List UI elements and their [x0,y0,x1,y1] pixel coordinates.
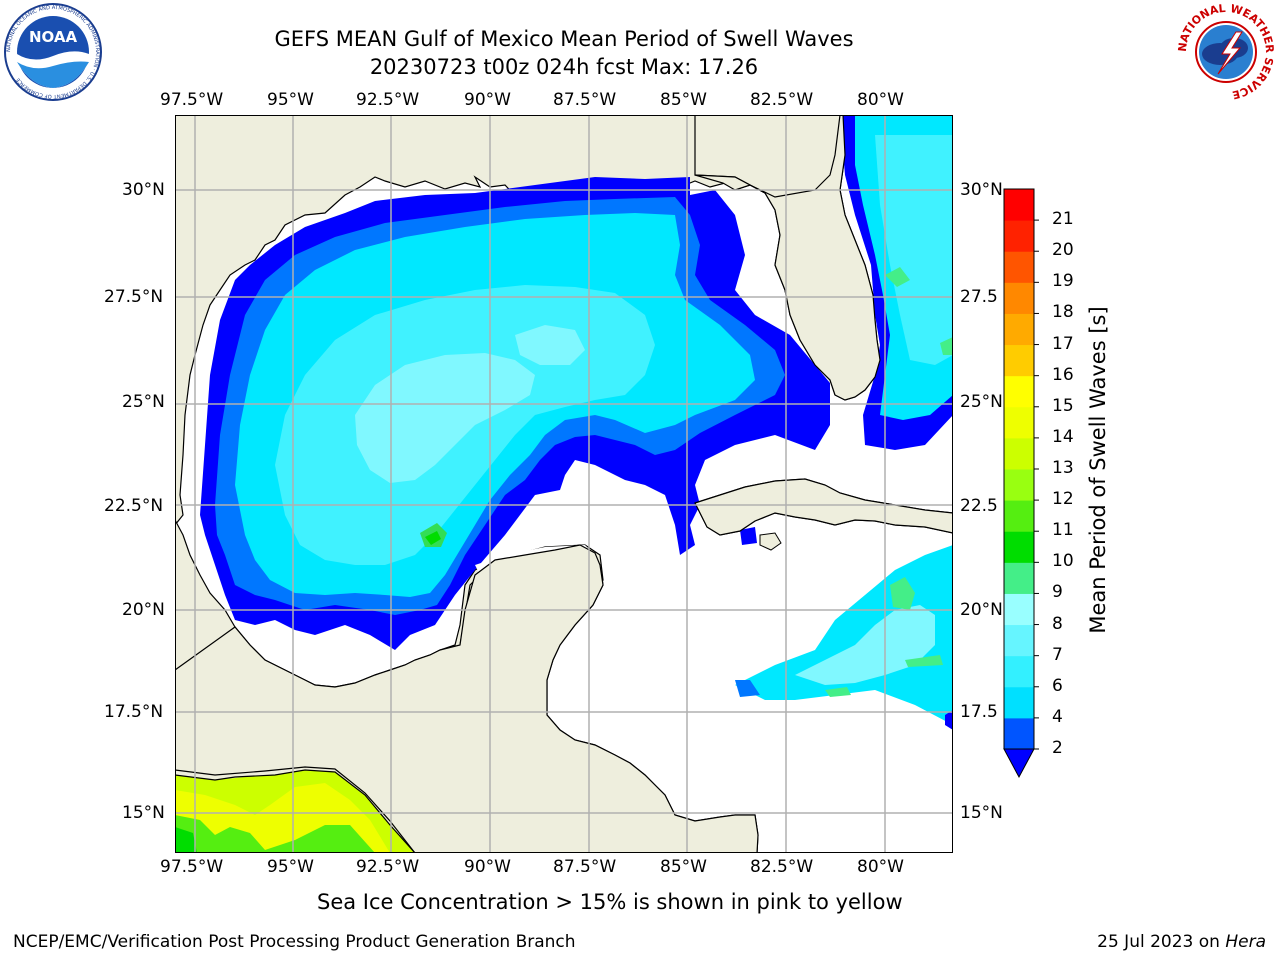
colorbar-tick-label: 8 [1052,613,1063,634]
footer-org: NCEP/EMC/Verification Post Processing Pr… [13,932,576,952]
colorbar-bin [1004,717,1034,750]
colorbar-bin [1004,562,1034,594]
lon-label-bottom: 97.5°W [160,857,224,877]
colorbar-label: Mean Period of Swell Waves [s] [1086,306,1110,634]
lon-label-bottom: 87.5°W [553,857,617,877]
lat-label-right: 27.5 [960,287,998,307]
lat-label-right: 20°N [960,600,1003,620]
noaa-wordmark: NOAA [29,28,78,46]
swell-period-field [175,115,953,853]
lon-label-bottom: 95°W [267,857,314,877]
colorbar-bin [1004,469,1034,501]
lat-label-left: 15°N [122,803,165,823]
lon-label-top: 92.5°W [356,90,420,110]
chart-subtitle: 20230723 t00z 024h fcst Max: 17.26 [369,55,759,79]
colorbar-bin [1004,251,1034,283]
colorbar-bin [1004,313,1034,346]
colorbar-tick-label: 12 [1052,489,1074,510]
colorbar-tick-label: 9 [1052,582,1063,603]
colorbar-tick-label: 21 [1052,209,1074,230]
colorbar-tick-label: 2 [1052,738,1063,758]
colorbar-tick-label: 20 [1052,240,1074,261]
colorbar-bin [1004,344,1034,377]
graticule [175,115,953,853]
colorbar-tick-label: 17 [1052,333,1074,354]
lat-label-left: 30°N [122,180,165,200]
lat-label-left: 25°N [122,392,165,412]
colorbar-tick-label: 6 [1052,675,1063,696]
noaa-logo: NOAA NATIONAL OCEANIC AND ATMOSPHERIC AD… [4,3,102,101]
lat-label-right: 17.5 [960,702,998,722]
lat-label-right: 30°N [960,180,1003,200]
lat-label-left: 20°N [122,600,165,620]
colorbar-bin [1004,375,1034,408]
map-plot [175,115,953,853]
lat-label-right: 22.5 [960,496,998,516]
colorbar-tick-label: 15 [1052,395,1074,416]
lon-label-top: 95°W [267,90,314,110]
colorbar-tick-label: 4 [1052,706,1063,727]
colorbar-tick-label: 18 [1052,302,1074,323]
lon-label-top: 80°W [857,90,904,110]
footer-date: 25 Jul 2023 on Hera [1097,932,1266,952]
colorbar-underflow [1003,748,1035,779]
lon-label-bottom: 92.5°W [356,857,420,877]
lon-label-top: 97.5°W [160,90,224,110]
lat-label-left: 22.5°N [104,496,164,516]
lon-label-top: 82.5°W [750,90,814,110]
colorbar-bin [1004,624,1034,657]
colorbar-tick-label: 13 [1052,458,1074,478]
colorbar-bin [1004,500,1034,532]
colorbar-tick-label: 11 [1052,520,1074,541]
sea-ice-note: Sea Ice Concentration > 15% is shown in … [317,890,903,914]
colorbar-bin [1004,655,1034,688]
colorbar-bin [1004,593,1034,626]
colorbar-bin [1004,406,1034,439]
lon-label-top: 85°W [660,90,707,110]
lon-label-top: 87.5°W [553,90,617,110]
colorbar-tick-label: 7 [1052,644,1063,665]
footer-host: Hera [1225,932,1266,952]
colorbar-tick-label: 19 [1052,271,1074,292]
lat-label-left: 17.5°N [104,702,164,722]
lon-label-bottom: 80°W [857,857,904,877]
lon-label-bottom: 90°W [464,857,511,877]
nws-logo: NATIONAL WEATHER SERVICE [1176,2,1276,101]
colorbar-bin [1004,531,1034,563]
lat-label-right: 15°N [960,803,1003,823]
colorbar-tick-label: 14 [1052,426,1074,447]
colorbar-bin [1004,437,1034,470]
footer-date-text: 25 Jul 2023 on [1097,932,1226,952]
lat-label-left: 27.5°N [104,287,164,307]
lon-label-bottom: 85°W [660,857,707,877]
colorbar-tick-label: 10 [1052,551,1074,572]
lat-label-right: 25°N [960,392,1003,412]
colorbar-bin [1004,282,1034,314]
colorbar-tick-label: 16 [1052,364,1074,385]
lon-label-bottom: 82.5°W [750,857,814,877]
colorbar-bin [1004,189,1034,221]
colorbar [1003,188,1039,779]
lon-label-top: 90°W [464,90,511,110]
chart-title: GEFS MEAN Gulf of Mexico Mean Period of … [274,27,854,51]
land-isla-juventud [759,532,782,551]
colorbar-bin [1004,686,1034,719]
colorbar-bin [1004,220,1034,252]
